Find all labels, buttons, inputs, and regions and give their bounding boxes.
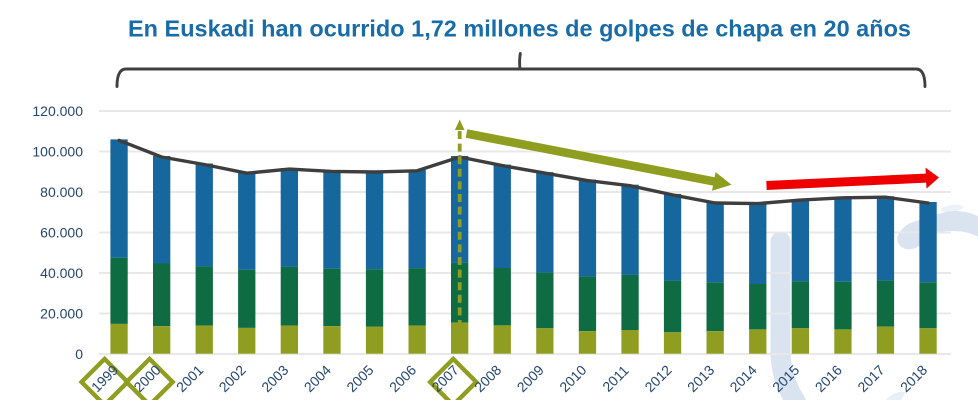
- svg-text:60.000: 60.000: [40, 225, 83, 241]
- svg-text:120.000: 120.000: [32, 103, 83, 119]
- svg-text:0: 0: [75, 346, 83, 362]
- svg-text:En Euskadi han ocurrido 1,72 m: En Euskadi han ocurrido 1,72 millones de…: [128, 16, 911, 42]
- svg-text:40.000: 40.000: [40, 265, 83, 281]
- svg-text:100.000: 100.000: [32, 144, 83, 160]
- svg-text:80.000: 80.000: [40, 184, 83, 200]
- svg-text:20.000: 20.000: [40, 306, 83, 322]
